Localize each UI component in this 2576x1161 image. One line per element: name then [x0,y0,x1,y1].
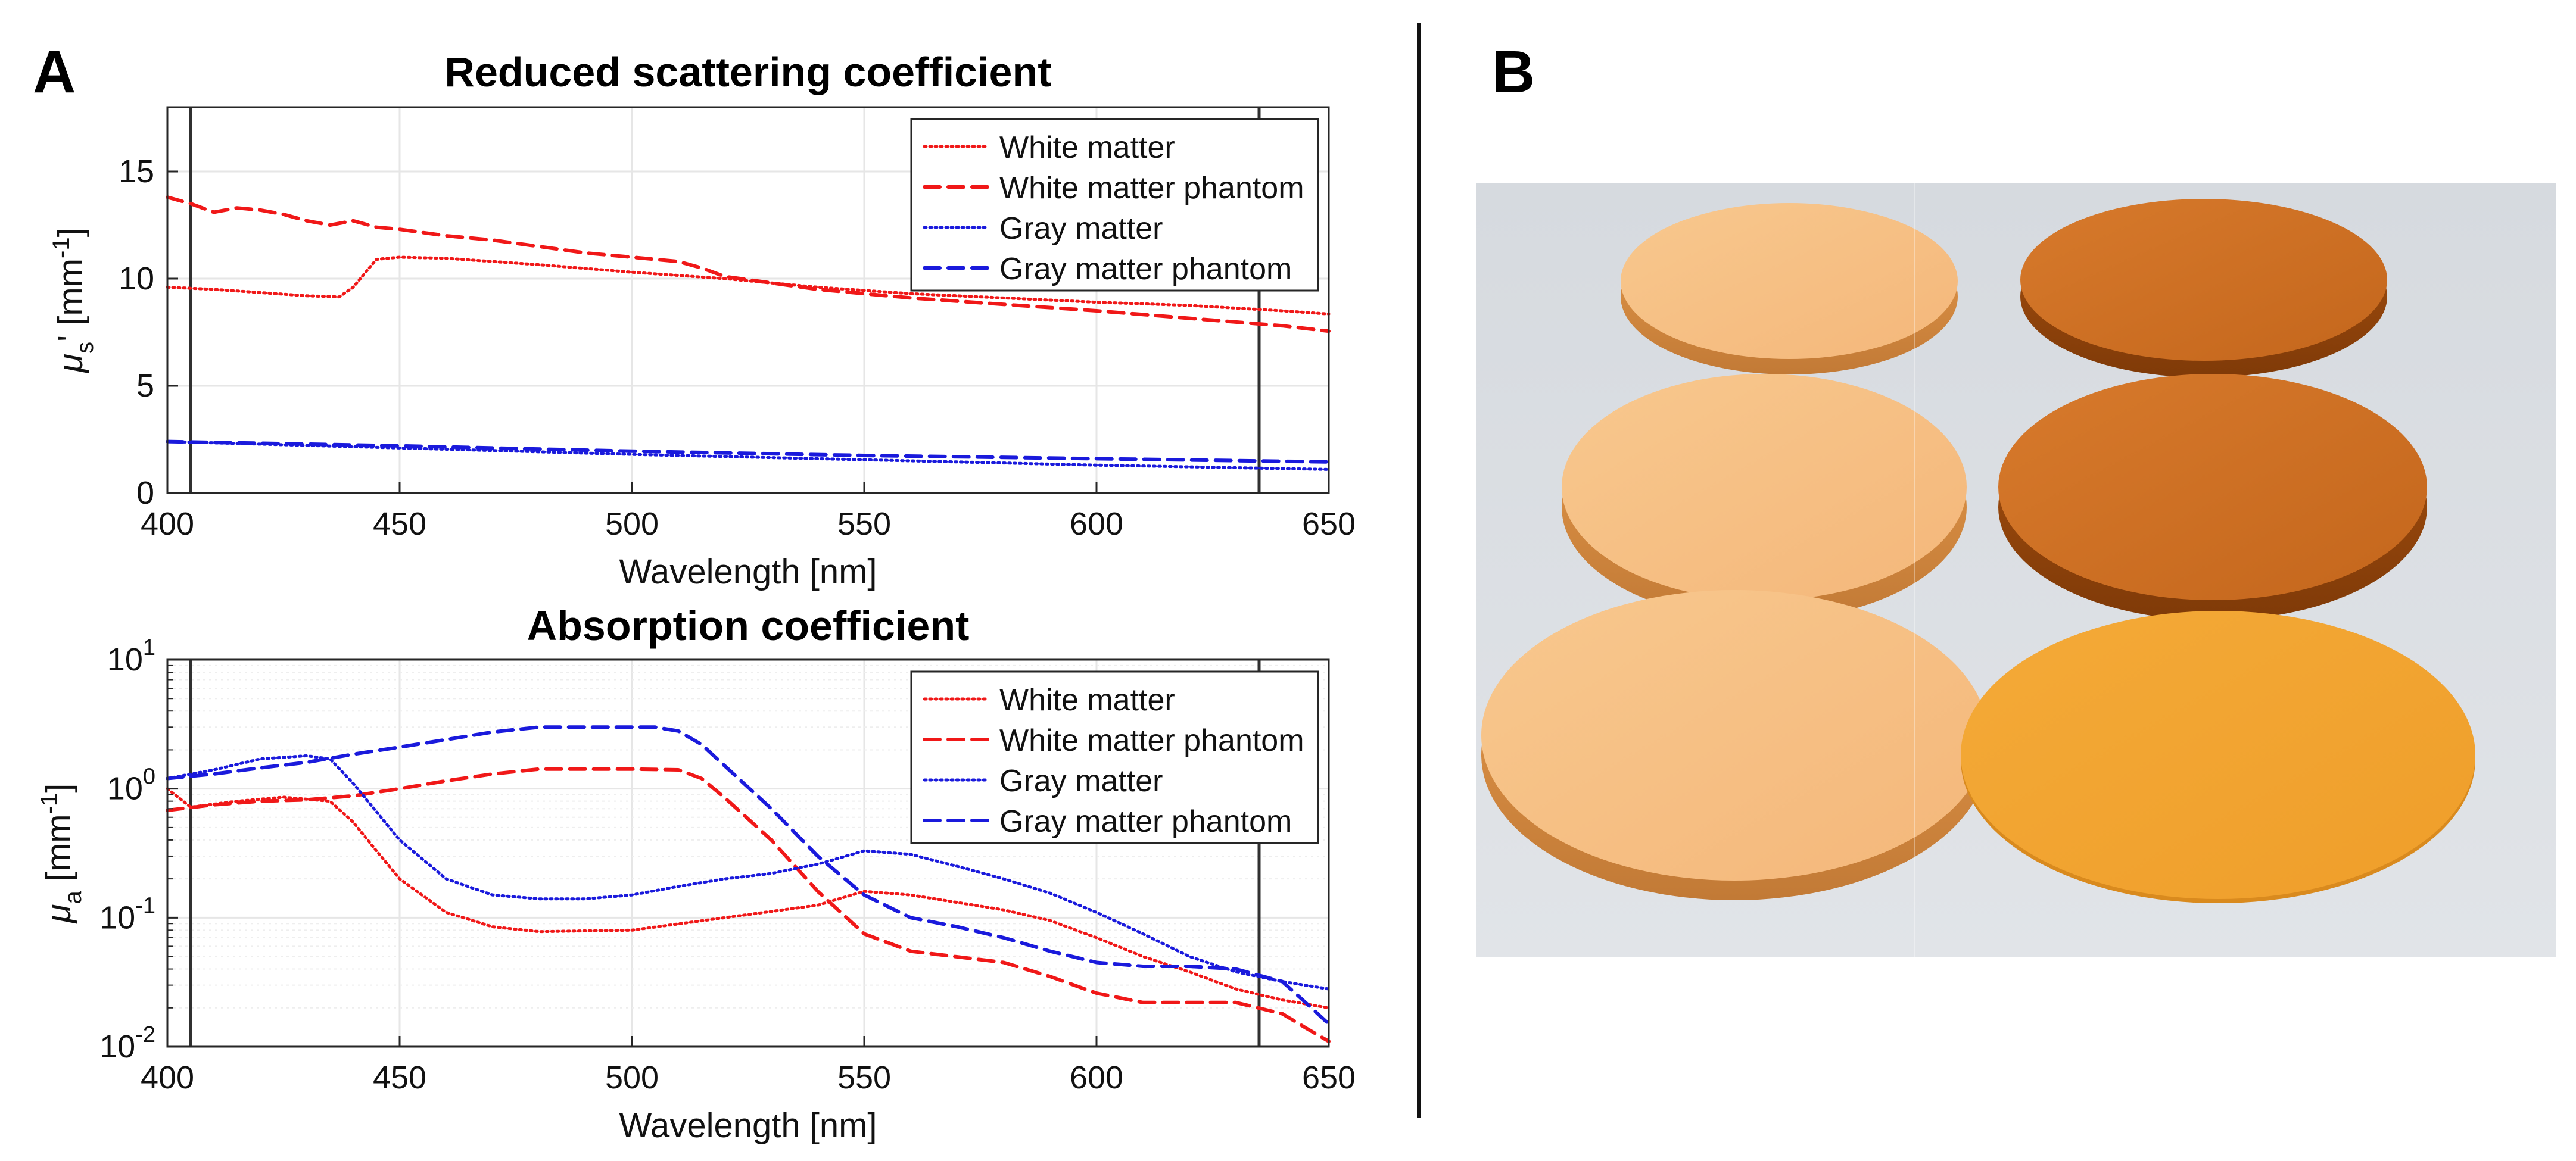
y-tick-label: 0 [136,475,154,511]
chart-scattering-axes-box [166,106,1330,494]
legend-entry: White matter [999,130,1175,165]
chart-absorption-title: Absorption coefficient [527,603,970,649]
x-tick-label: 500 [605,506,659,542]
series-line-gray-matter [166,754,1331,991]
phantom-photo [1476,183,2556,957]
panel-b-label: B [1492,39,1535,105]
panel-divider [1417,23,1421,1118]
x-tick-label: 600 [1070,1060,1123,1096]
series-line-white-matter [166,255,1331,316]
legend-entry: Gray matter [999,211,1163,246]
phantom-disc-white-2 [1562,374,1967,620]
x-tick-label: 550 [837,1060,891,1096]
legend-entry: Gray matter phantom [999,804,1292,839]
x-tick-label: 550 [837,506,891,542]
x-tick-label: 650 [1302,1060,1356,1096]
chart-scattering-legend: White matter White matter phantom Gray mat… [910,118,1319,292]
series-line-gray-matter-phantom [166,439,1331,464]
phantom-disc-gray-2 [1998,374,2427,620]
legend-entry: Gray matter [999,764,1163,798]
legend-entry: White matter phantom [999,723,1304,758]
chart-absorption-legend: White matter White matter phantom Gray mat… [910,670,1319,844]
series-line-white-matter [166,787,1331,1010]
y-tick-label: 15 [119,154,154,189]
phantom-disc-white-3 [1481,590,1988,900]
chart-scattering-xlabel: Wavelength [nm] [619,553,877,591]
x-tick-label: 500 [605,1060,659,1096]
chart-scattering-ylabel: μs' [mm-1] [48,227,98,373]
chart-absorption-ylabel: μa [mm-1] [36,784,86,925]
y-tick-label: 100 [107,764,155,807]
legend-entry: White matter [999,683,1175,717]
phantom-disc-gray-1 [2020,199,2387,377]
legend-entry: White matter phantom [999,171,1304,205]
series-line-gray-matter-phantom [166,725,1331,1026]
x-tick-label: 450 [373,1060,426,1096]
chart-absorption-axes-box [166,658,1330,1048]
panel-a-label: A [33,39,76,105]
x-tick-label: 400 [141,506,194,542]
chart-absorption-ticks: 400 450 500 550 600 650 10-2 10-1 100 101 [99,635,1356,1096]
series-line-white-matter-phantom [166,767,1331,1043]
chart-scattering-ticks: 400 450 500 550 600 650 0 5 10 15 [119,154,1356,542]
y-tick-label: 5 [136,368,154,404]
x-tick-label: 400 [141,1060,194,1096]
chart-scattering-title: Reduced scattering coefficient [444,49,1051,95]
y-tick-label: 10 [119,261,154,297]
phantom-disc-white-1 [1621,203,1958,374]
series-line-white-matter-phantom [166,195,1331,333]
chart-absorption-xlabel: Wavelength [nm] [619,1106,877,1145]
y-tick-label: 10-1 [99,893,155,935]
y-tick-label: 10-2 [99,1022,155,1065]
phantom-disc-thin [1961,611,2475,903]
legend-entry: Gray matter phantom [999,252,1292,286]
chart-scattering: Reduced scattering coefficient 400 450 500… [48,49,1356,591]
x-tick-label: 600 [1070,506,1123,542]
y-tick-label: 101 [107,635,155,678]
photo-seam [1914,183,1915,957]
x-tick-label: 450 [373,506,426,542]
chart-absorption-series [166,725,1331,1043]
chart-absorption: Absorption coefficient 400 450 500 550 600 65… [36,603,1356,1145]
chart-scattering-series [166,195,1331,471]
x-tick-label: 650 [1302,506,1356,542]
